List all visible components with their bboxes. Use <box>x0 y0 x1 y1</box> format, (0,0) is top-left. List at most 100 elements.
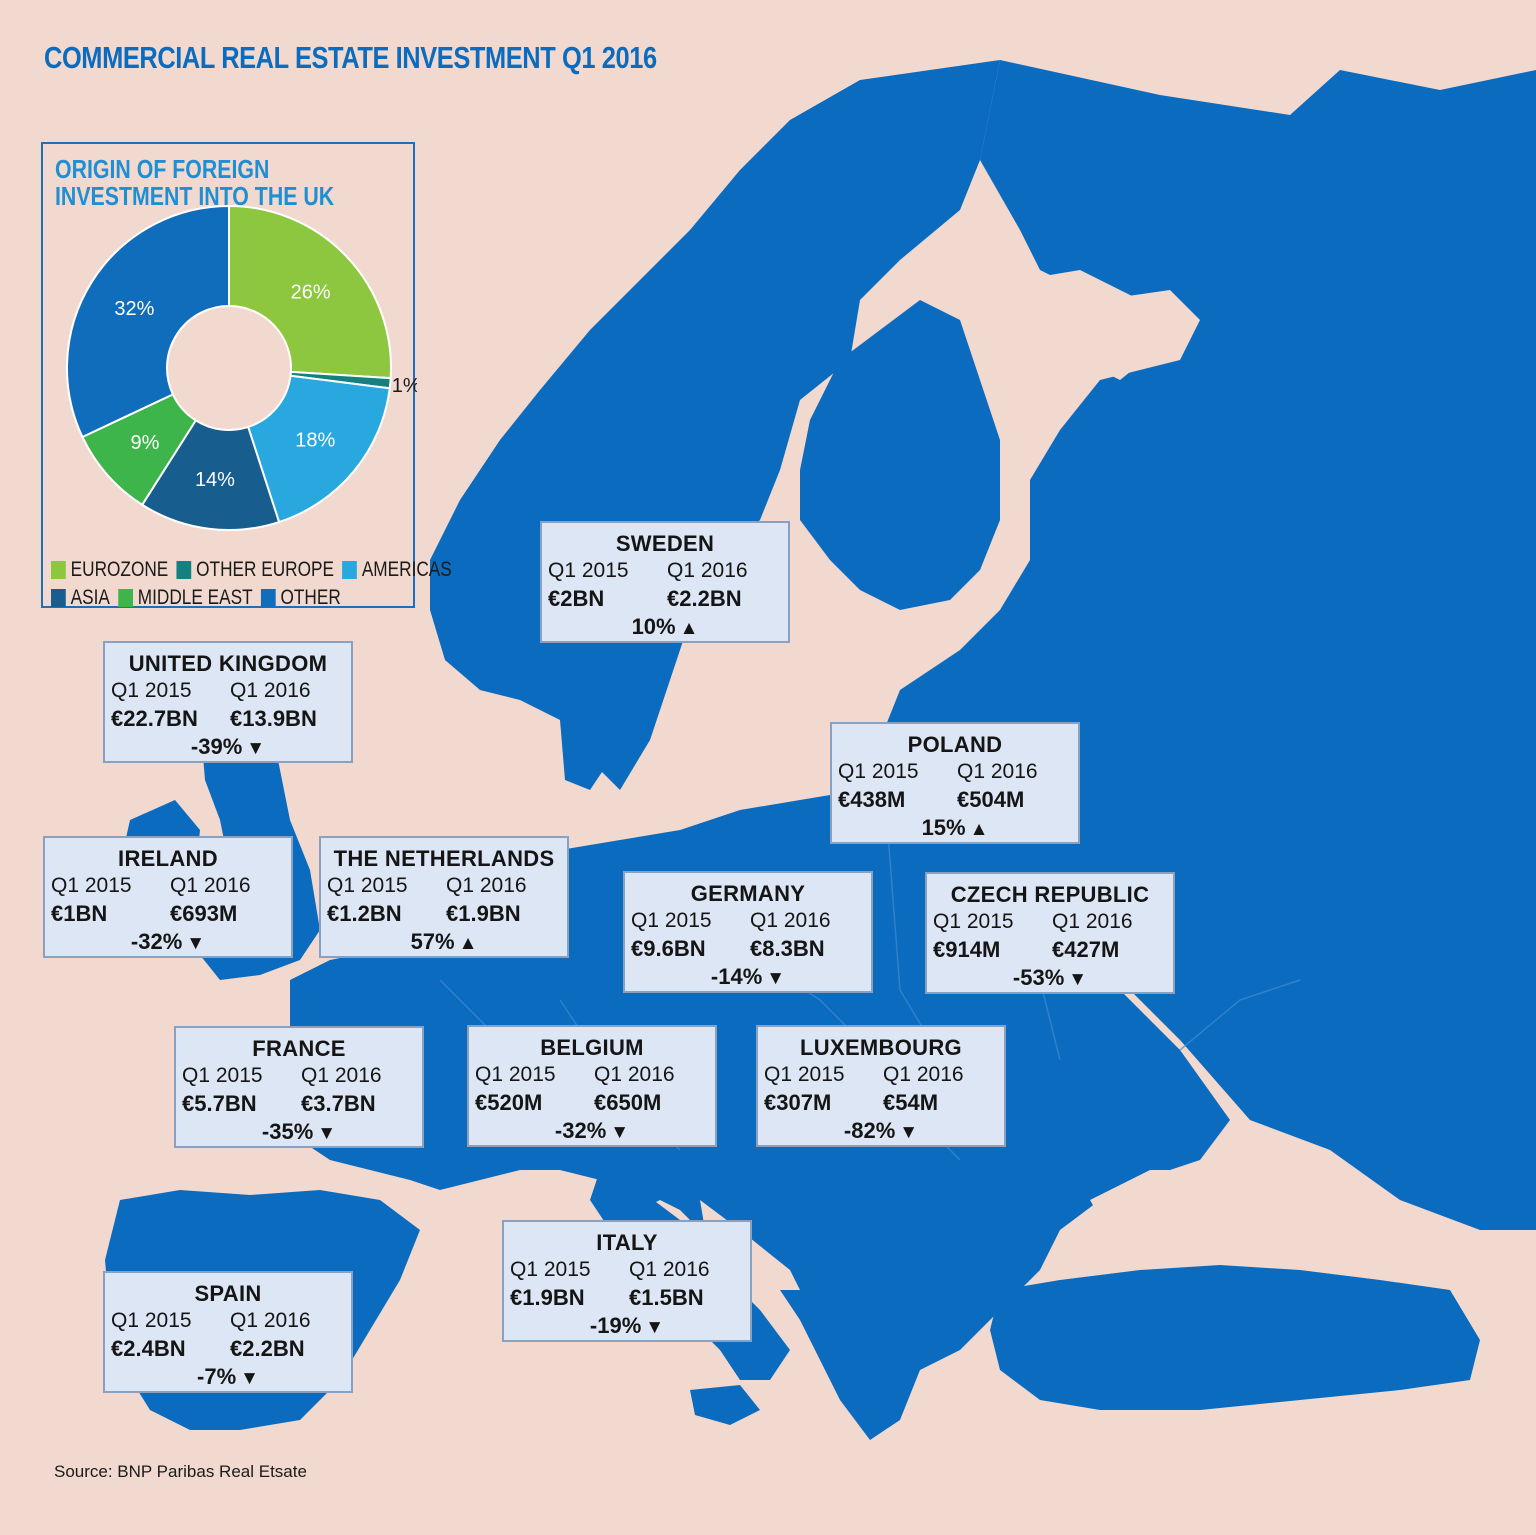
country-box-sweden: SWEDEN Q1 2015 Q1 2016 €2BN €2.2BN 10% ▲ <box>540 521 790 643</box>
change-arrow-icon: ▼ <box>240 1368 259 1389</box>
legend-item-other: OTHER <box>260 586 341 610</box>
q1-2016-label: Q1 2016 <box>301 1064 382 1087</box>
donut-chart-title: ORIGIN OF FOREIGN INVESTMENT INTO THE UK <box>55 156 399 210</box>
change-value: -39% <box>190 734 243 759</box>
country-name: GERMANY <box>690 881 806 906</box>
change-arrow-icon: ▼ <box>246 738 266 759</box>
change-value: -14% <box>710 964 763 989</box>
q1-2016-label: Q1 2016 <box>1052 910 1133 933</box>
donut-slice-asia <box>140 418 281 531</box>
q1-2016-value: €650M <box>594 1090 662 1115</box>
country-name: SWEDEN <box>615 531 715 556</box>
legend-item-middle-east: MIDDLE EAST <box>118 586 253 610</box>
change-arrow-icon: ▼ <box>1068 969 1088 990</box>
change-row: -14% ▼ <box>625 964 871 990</box>
donut-slice-label: 18% <box>295 429 335 451</box>
q1-2015-label: Q1 2015 <box>475 1063 556 1086</box>
country-box-france: FRANCE Q1 2015 Q1 2016 €5.7BN €3.7BN -35% ▼ <box>174 1026 424 1148</box>
country-box-belgium: BELGIUM Q1 2015 Q1 2016 €520M €650M -32% ▼ <box>467 1025 717 1147</box>
q1-2016-label: Q1 2016 <box>230 679 311 702</box>
donut-slice-other <box>66 204 230 439</box>
legend-label: EUROZONE <box>70 558 169 581</box>
q1-2016-value: €2.2BN <box>230 1336 305 1361</box>
change-row: 57% ▲ <box>321 929 567 955</box>
q1-2016-label: Q1 2016 <box>750 909 831 932</box>
q1-2015-value: €307M <box>764 1090 832 1115</box>
q1-2015-value: €520M <box>475 1090 543 1115</box>
change-arrow-icon: ▲ <box>969 819 989 840</box>
country-name: IRELAND <box>118 846 218 871</box>
change-value: -19% <box>589 1313 642 1338</box>
q1-2016-value: €13.9BN <box>230 706 317 731</box>
country-box-italy: ITALY Q1 2015 Q1 2016 €1.9BN €1.5BN -19% ▼ <box>502 1220 752 1342</box>
map-landmass-denmark <box>560 715 610 790</box>
legend-item-other-europe: OTHER EUROPE <box>176 558 334 582</box>
change-value: 57% <box>410 929 455 954</box>
q1-2016-value: €693M <box>170 901 238 926</box>
map-landmass-east <box>880 60 1536 1230</box>
country-box-ireland: IRELAND Q1 2015 Q1 2016 €1BN €693M -32% ▼ <box>43 836 293 958</box>
country-name: BELGIUM <box>540 1035 644 1060</box>
q1-2016-label: Q1 2016 <box>629 1258 710 1281</box>
change-row: -32% ▼ <box>45 929 291 955</box>
change-row: 15% ▲ <box>832 815 1078 841</box>
donut-slice-label: 32% <box>114 298 154 320</box>
q1-2015-label: Q1 2015 <box>764 1063 845 1086</box>
change-value: -82% <box>843 1118 896 1143</box>
q1-2016-value: €1.9BN <box>446 901 521 926</box>
q1-2016-value: €504M <box>957 787 1025 812</box>
donut-slice-label: 26% <box>291 281 331 303</box>
donut-slice-label: 14% <box>195 469 235 491</box>
q1-2015-label: Q1 2015 <box>933 910 1014 933</box>
legend-row: ASIA MIDDLE EAST OTHER <box>51 584 412 612</box>
country-box-the-netherlands: THE NETHERLANDS Q1 2015 Q1 2016 €1.2BN €1.9B… <box>319 836 569 958</box>
donut-chart-title-line: ORIGIN OF FOREIGN <box>55 154 270 184</box>
change-value: -32% <box>554 1118 607 1143</box>
country-box-czech-republic: CZECH REPUBLIC Q1 2015 Q1 2016 €914M €427M -5… <box>925 872 1175 994</box>
q1-2016-label: Q1 2016 <box>957 760 1038 783</box>
country-box-poland: POLAND Q1 2015 Q1 2016 €438M €504M 15% ▲ <box>830 722 1080 844</box>
country-name: ITALY <box>596 1230 658 1255</box>
page-title: COMMERCIAL REAL ESTATE INVESTMENT Q1 201… <box>44 40 657 75</box>
change-arrow-icon: ▲ <box>679 618 699 639</box>
change-arrow-icon: ▼ <box>645 1317 665 1338</box>
change-row: -32% ▼ <box>469 1118 715 1144</box>
q1-2015-label: Q1 2015 <box>111 1309 192 1332</box>
legend-item-asia: ASIA <box>51 586 110 610</box>
q1-2016-value: €3.7BN <box>301 1091 376 1116</box>
change-arrow-icon: ▼ <box>317 1123 337 1144</box>
map-sea-white <box>1020 270 1170 380</box>
legend-label: ASIA <box>70 586 110 609</box>
q1-2016-label: Q1 2016 <box>446 874 527 897</box>
q1-2016-value: €2.2BN <box>667 586 742 611</box>
q1-2015-label: Q1 2015 <box>548 559 629 582</box>
q1-2016-label: Q1 2016 <box>883 1063 964 1086</box>
q1-2016-label: Q1 2016 <box>594 1063 675 1086</box>
legend-swatch <box>176 561 192 579</box>
country-box-luxembourg: LUXEMBOURG Q1 2015 Q1 2016 €307M €54M -82% ▼ <box>756 1025 1006 1147</box>
donut-slice-label: 9% <box>131 432 160 454</box>
change-arrow-icon: ▼ <box>899 1122 919 1143</box>
legend-swatch <box>260 589 276 607</box>
change-arrow-icon: ▲ <box>458 933 478 954</box>
q1-2016-label: Q1 2016 <box>170 874 251 897</box>
legend-label: AMERICAS <box>361 558 452 581</box>
change-value: -35% <box>261 1119 314 1144</box>
country-name: LUXEMBOURG <box>800 1035 962 1060</box>
map-landmass-turkey <box>990 1265 1480 1410</box>
country-name: CZECH REPUBLIC <box>950 882 1150 907</box>
q1-2015-value: €438M <box>838 787 906 812</box>
legend-label: OTHER <box>280 586 341 609</box>
q1-2015-label: Q1 2015 <box>182 1064 263 1087</box>
q1-2015-value: €1BN <box>51 901 108 926</box>
change-arrow-icon: ▼ <box>766 968 786 989</box>
q1-2015-label: Q1 2015 <box>510 1258 591 1281</box>
country-box-spain: SPAIN Q1 2015 Q1 2016 €2.4BN €2.2BN -7% ▼ <box>103 1271 353 1393</box>
country-box-germany: GERMANY Q1 2015 Q1 2016 €9.6BN €8.3BN -14% ▼ <box>623 871 873 993</box>
country-name: FRANCE <box>252 1036 346 1061</box>
change-value: -32% <box>130 929 183 954</box>
country-name: SPAIN <box>194 1281 262 1306</box>
map-sea-black <box>1090 1170 1380 1255</box>
donut-slice-label: 1% <box>392 375 417 397</box>
legend-item-americas: AMERICAS <box>342 558 452 582</box>
